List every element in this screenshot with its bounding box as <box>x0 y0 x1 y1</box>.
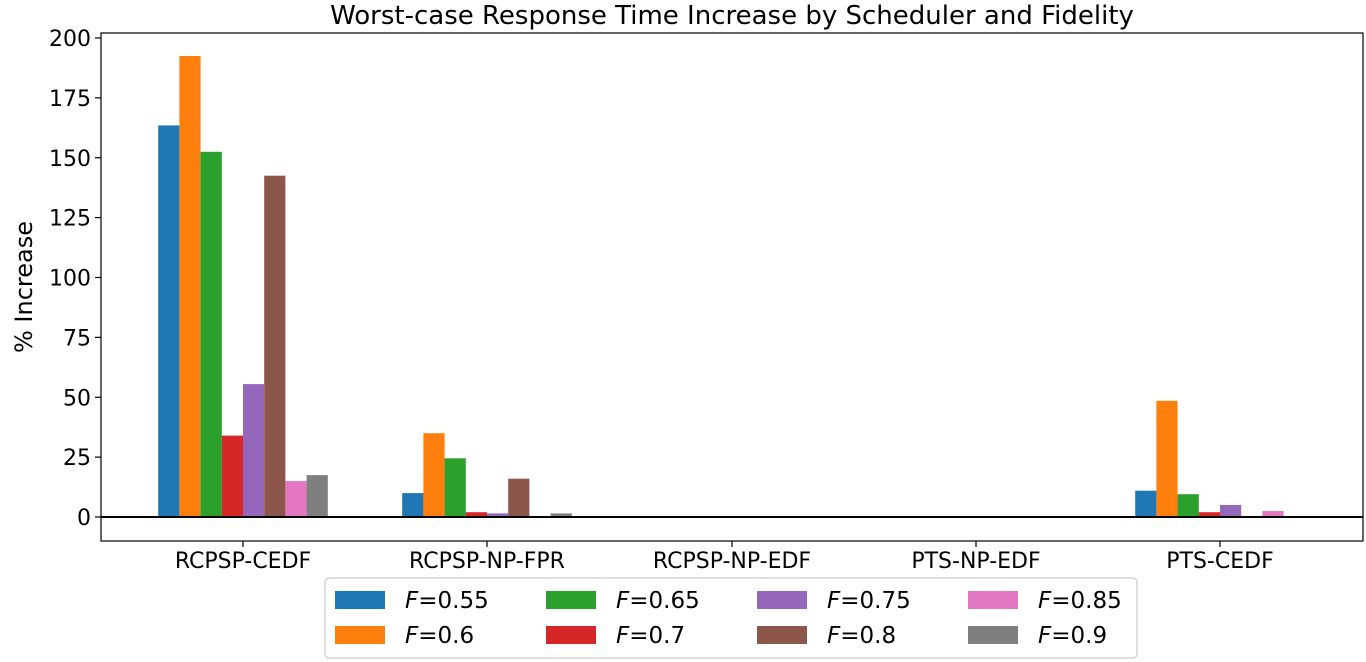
y-tick-label: 25 <box>63 446 91 471</box>
bar <box>1177 494 1199 517</box>
bar <box>444 458 466 517</box>
x-tick-label: PTS-CEDF <box>1166 549 1273 574</box>
bar <box>285 481 307 517</box>
y-tick-label: 150 <box>49 147 91 172</box>
y-tick-label: 175 <box>49 87 91 112</box>
legend: F=0.55 F=0.6 F=0.65 F=0.7 F=0.75 F=0.8 F=0.85 F… <box>324 577 1138 659</box>
bar <box>487 513 509 517</box>
y-tick-label: 75 <box>63 326 91 351</box>
legend-label: F=0.6 <box>405 623 474 649</box>
y-tick-label: 50 <box>63 386 91 411</box>
legend-swatch <box>546 591 596 609</box>
bar <box>550 513 572 517</box>
bar <box>158 125 180 518</box>
bar <box>508 478 530 517</box>
y-tick-label: 125 <box>49 207 91 232</box>
legend-label: F=0.8 <box>827 623 896 649</box>
bar <box>1262 511 1284 517</box>
legend-label: F=0.9 <box>1038 623 1107 649</box>
y-axis-label: % Increase <box>10 221 38 353</box>
x-tick-label: PTS-NP-EDF <box>911 549 1040 574</box>
y-tick-label: 200 <box>49 27 91 52</box>
legend-swatch <box>968 591 1018 609</box>
bar <box>221 435 243 517</box>
legend-swatch <box>968 626 1018 644</box>
legend-swatch <box>546 626 596 644</box>
legend-label: F=0.85 <box>1038 588 1122 614</box>
legend-label: F=0.65 <box>616 588 700 614</box>
legend-swatch <box>335 626 385 644</box>
bar <box>402 493 424 517</box>
bar <box>179 56 201 517</box>
bars-group <box>158 56 1284 518</box>
bar <box>423 433 445 517</box>
y-tick-label: 0 <box>77 506 91 531</box>
legend-swatch <box>757 626 807 644</box>
bar <box>200 151 222 518</box>
x-tick-label: RCPSP-CEDF <box>175 549 311 574</box>
bar <box>465 512 487 517</box>
bar <box>1135 490 1157 517</box>
bar <box>264 175 286 517</box>
y-ticks: 0 25 50 75 100 125 150 175 200 <box>49 27 101 531</box>
chart-title: Worst-case Response Time Increase by Sch… <box>330 1 1134 31</box>
bar <box>1198 512 1220 517</box>
y-tick-label: 100 <box>49 267 91 292</box>
x-tick-label: RCPSP-NP-EDF <box>653 549 811 574</box>
legend-swatch <box>335 591 385 609</box>
bar <box>1156 400 1178 517</box>
legend-label: F=0.7 <box>616 623 685 649</box>
x-ticks: RCPSP-CEDF RCPSP-NP-FPR RCPSP-NP-EDF PTS-NP… <box>175 541 1274 574</box>
bar <box>243 384 265 517</box>
bar <box>306 475 328 517</box>
x-tick-label: RCPSP-NP-FPR <box>409 549 565 574</box>
legend-box <box>324 577 1138 659</box>
legend-label: F=0.75 <box>827 588 911 614</box>
legend-swatch <box>757 591 807 609</box>
bar <box>1220 505 1242 517</box>
legend-label: F=0.55 <box>405 588 489 614</box>
